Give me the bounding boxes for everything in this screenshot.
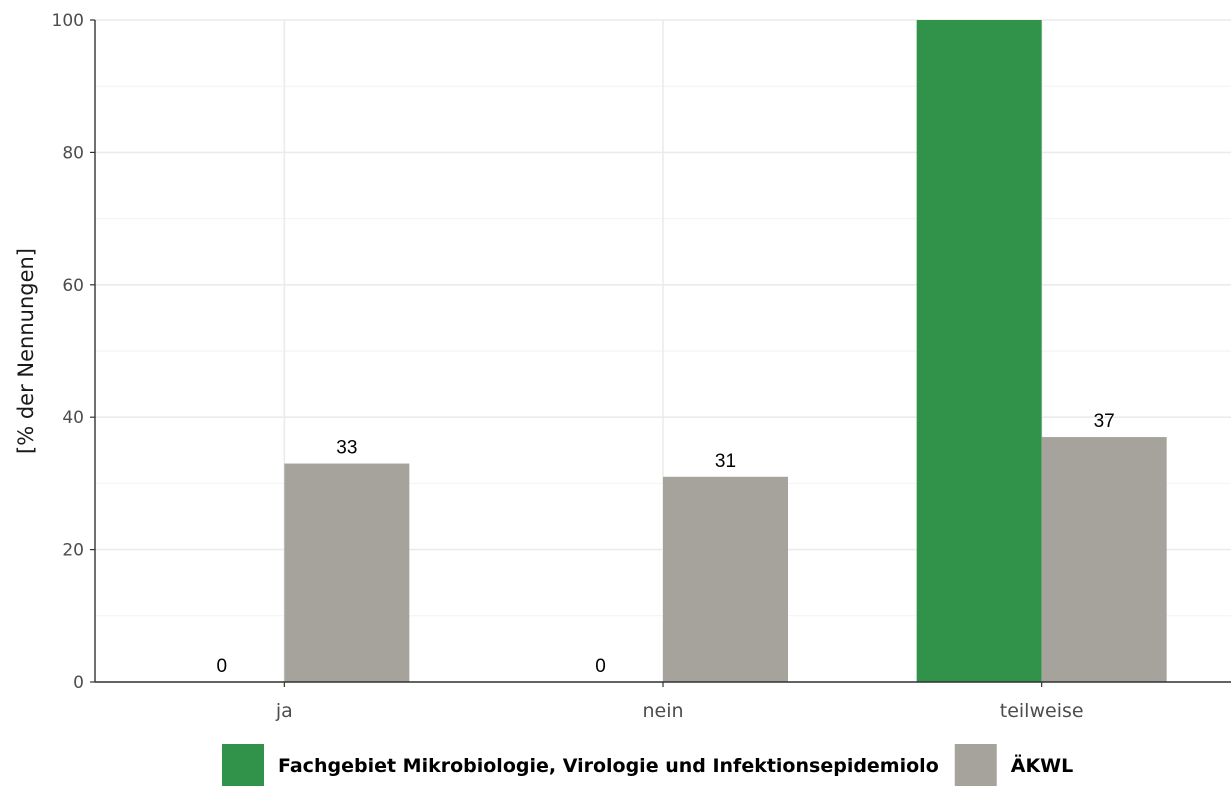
x-tick-label: teilweise — [1000, 700, 1084, 722]
bar — [284, 463, 410, 682]
legend-label: Fachgebiet Mikrobiologie, Virologie und … — [278, 755, 939, 777]
data-labels: 0 0 33 31 37 — [217, 411, 1115, 677]
bar — [916, 20, 1042, 682]
y-tick-label: 100 — [52, 11, 84, 31]
y-tick-label: 40 — [62, 408, 84, 428]
legend-label: ÄKWL — [1011, 753, 1074, 777]
x-tick-labels: ja nein teilweise — [275, 700, 1084, 722]
y-tick-label: 20 — [62, 541, 84, 561]
bar — [1041, 437, 1167, 682]
legend: Fachgebiet Mikrobiologie, Virologie und … — [222, 744, 1073, 786]
data-label: 0 — [217, 656, 228, 677]
y-tick-label: 80 — [62, 143, 84, 163]
legend-key — [954, 744, 997, 786]
data-label: 31 — [715, 451, 736, 472]
y-tick-label: 60 — [62, 276, 84, 296]
bars — [284, 20, 1167, 682]
data-label: 33 — [336, 438, 357, 459]
bar — [663, 476, 788, 682]
x-tick-label: ja — [275, 700, 293, 722]
axes — [90, 19, 1231, 687]
y-tick-labels: 0 20 40 60 80 100 — [52, 11, 84, 693]
legend-key — [222, 744, 264, 786]
y-axis-label: [% der Nennungen] — [14, 248, 38, 454]
y-tick-label: 0 — [73, 673, 84, 693]
data-label: 0 — [595, 656, 606, 677]
x-tick-label: nein — [642, 700, 683, 722]
data-label: 37 — [1094, 411, 1115, 432]
